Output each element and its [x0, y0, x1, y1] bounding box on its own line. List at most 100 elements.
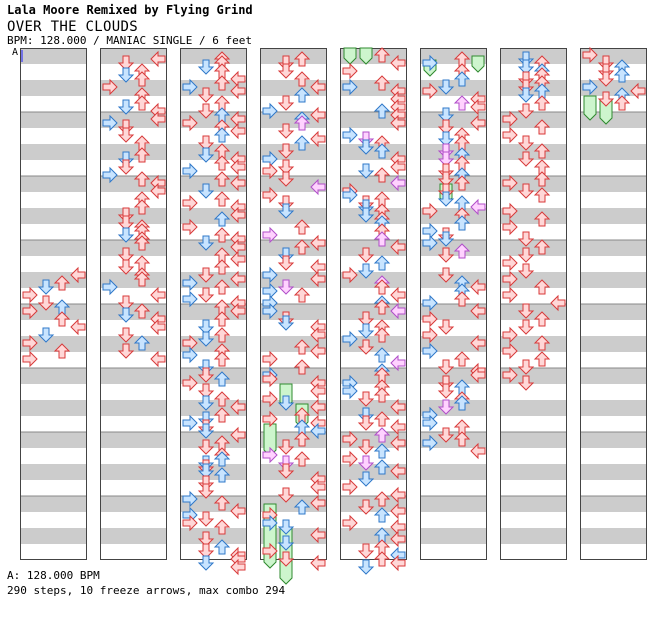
- step-arrow: [197, 147, 215, 163]
- step-arrow: [357, 323, 375, 339]
- beat-stripe: [340, 464, 407, 480]
- bpm-legend: A: 128.000 BPM: [7, 569, 100, 582]
- step-arrow: [117, 127, 135, 143]
- step-arrow: [117, 215, 135, 231]
- beat-stripe: [260, 112, 327, 128]
- step-arrow: [213, 75, 231, 91]
- step-arrow: [373, 143, 391, 159]
- step-arrow: [117, 259, 135, 275]
- step-arrow: [357, 391, 375, 407]
- step-arrow: [277, 63, 295, 79]
- beat-stripe: [420, 400, 487, 416]
- step-arrow: [182, 514, 198, 532]
- step-arrow: [230, 502, 246, 520]
- step-arrow: [422, 294, 438, 312]
- step-arrow: [517, 303, 535, 319]
- beat-stripe: [580, 368, 647, 384]
- step-arrow: [310, 398, 326, 416]
- step-arrow: [357, 471, 375, 487]
- step-arrow: [197, 235, 215, 251]
- step-arrow: [277, 463, 295, 479]
- step-arrow: [133, 271, 151, 287]
- step-arrow: [277, 159, 295, 175]
- step-arrow: [470, 114, 486, 132]
- beat-stripe: [260, 240, 327, 256]
- step-arrow: [533, 311, 551, 327]
- beat-stripe: [260, 208, 327, 224]
- step-arrow: [390, 418, 406, 436]
- step-arrow: [533, 95, 551, 111]
- beat-stripe: [260, 368, 327, 384]
- step-arrow: [102, 78, 118, 96]
- step-arrow: [53, 275, 71, 291]
- beat-stripe: [100, 336, 167, 352]
- step-arrow: [197, 555, 215, 571]
- step-arrow: [517, 87, 535, 103]
- beat-stripe: [500, 432, 567, 448]
- beat-stripe: [180, 176, 247, 192]
- step-arrow: [437, 119, 455, 135]
- beat-stripe: [20, 144, 87, 160]
- beat-stripe: [580, 144, 647, 160]
- step-arrow: [390, 114, 406, 132]
- step-arrow: [213, 211, 231, 227]
- step-arrow: [293, 51, 311, 67]
- beat-stripe: [20, 48, 87, 64]
- step-arrow: [310, 382, 326, 400]
- beat-stripe: [20, 496, 87, 512]
- beat-stripe: [180, 112, 247, 128]
- step-arrow: [182, 374, 198, 392]
- beat-stripe: [420, 336, 487, 352]
- step-arrow: [197, 511, 215, 527]
- beat-stripe: [180, 272, 247, 288]
- step-arrow: [437, 191, 455, 207]
- step-arrow: [470, 442, 486, 460]
- freeze-arrow: [471, 55, 485, 73]
- step-arrow: [133, 171, 151, 187]
- step-arrow: [437, 131, 455, 147]
- step-arrow: [437, 399, 455, 415]
- step-arrow: [390, 302, 406, 320]
- step-arrow: [277, 123, 295, 139]
- beat-stripe: [580, 272, 647, 288]
- step-arrow: [197, 331, 215, 347]
- step-arrow: [293, 219, 311, 235]
- beat-stripe: [20, 304, 87, 320]
- beat-stripe: [420, 528, 487, 544]
- step-arrow: [213, 259, 231, 275]
- step-arrow: [102, 114, 118, 132]
- beat-stripe: [180, 368, 247, 384]
- beat-stripe: [580, 336, 647, 352]
- step-arrow: [470, 302, 486, 320]
- beat-stripe: [20, 272, 87, 288]
- step-arrow: [390, 354, 406, 372]
- beat-stripe: [500, 80, 567, 96]
- beat-stripe: [20, 208, 87, 224]
- step-arrow: [230, 158, 246, 176]
- beat-stripe: [100, 176, 167, 192]
- step-arrow: [310, 526, 326, 544]
- chart-column-border: [420, 48, 487, 560]
- step-arrow: [262, 226, 278, 244]
- step-arrow: [230, 206, 246, 224]
- beat-stripe: [100, 368, 167, 384]
- beat-stripe: [20, 336, 87, 352]
- step-arrow: [470, 198, 486, 216]
- step-arrow: [422, 54, 438, 72]
- step-arrow: [597, 71, 615, 87]
- step-arrow: [373, 327, 391, 343]
- beat-stripe: [420, 432, 487, 448]
- beat-stripe: [180, 336, 247, 352]
- step-arrow: [213, 495, 231, 511]
- beat-stripe: [340, 240, 407, 256]
- step-arrow: [470, 334, 486, 352]
- step-arrow: [373, 279, 391, 295]
- step-arrow: [310, 342, 326, 360]
- step-arrow: [213, 519, 231, 535]
- step-arrow: [277, 439, 295, 455]
- step-arrow: [517, 231, 535, 247]
- step-arrow: [502, 254, 518, 272]
- step-arrow: [342, 330, 358, 348]
- step-arrow: [422, 82, 438, 100]
- step-arrow: [293, 431, 311, 447]
